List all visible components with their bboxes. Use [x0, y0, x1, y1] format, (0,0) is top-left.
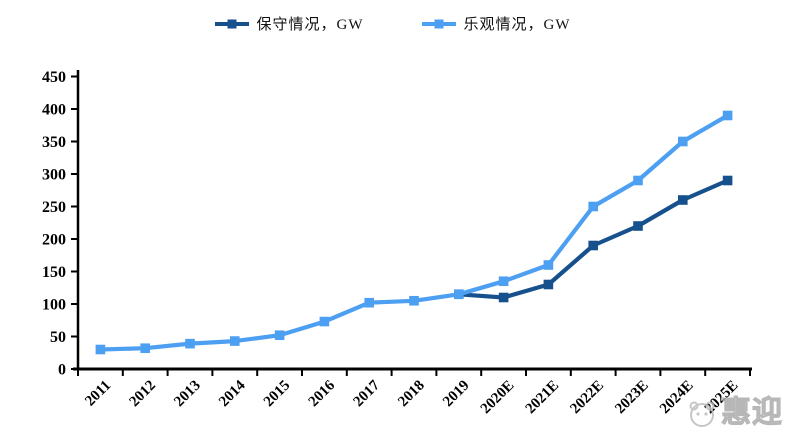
data-point-marker — [722, 110, 733, 121]
legend-label-optimistic: 乐观情况，GW — [463, 17, 571, 33]
data-point-marker — [230, 336, 240, 346]
data-point-marker — [633, 221, 643, 231]
optimistic-series-line — [98, 113, 730, 352]
x-tick-label: 2011 — [82, 378, 114, 410]
data-point-marker — [185, 338, 195, 349]
x-tick-label: 2019 — [440, 378, 473, 411]
data-point-marker — [140, 343, 150, 353]
y-tick-label: 350 — [42, 134, 66, 151]
data-point-marker — [454, 289, 464, 300]
x-tick-label: 2018 — [395, 378, 428, 411]
conservative-series-swatch-icon — [214, 19, 249, 28]
data-point-marker — [319, 316, 330, 327]
x-tick-label: 2017 — [351, 377, 384, 410]
y-tick-label: 400 — [42, 102, 66, 119]
data-point-marker — [588, 240, 598, 251]
data-point-marker — [409, 295, 419, 306]
data-point-marker — [678, 136, 688, 147]
data-point-marker — [274, 330, 285, 340]
legend-item-conservative: 保守情况，GW — [214, 13, 364, 34]
data-point-marker — [678, 195, 688, 205]
y-tick-label: 150 — [42, 264, 66, 281]
data-point-marker — [364, 297, 374, 308]
legend-item-optimistic: 乐观情况，GW — [421, 13, 571, 34]
data-point-marker — [722, 175, 733, 186]
data-point-marker — [498, 292, 509, 303]
x-tick-label: 2023E — [612, 378, 652, 418]
data-point-marker — [543, 279, 554, 290]
x-tick-label: 2021E — [523, 378, 563, 418]
data-point-marker — [633, 175, 643, 186]
x-tick-label: 2012 — [127, 378, 160, 411]
y-tick-label: 0 — [58, 362, 66, 379]
y-tick-label: 200 — [42, 232, 66, 249]
y-tick-label: 100 — [42, 297, 66, 314]
x-tick-label: 2014 — [216, 377, 249, 410]
x-tick-label: 2013 — [171, 378, 204, 411]
x-tick-label: 2015 — [261, 378, 294, 411]
legend-label-conservative: 保守情况，GW — [256, 17, 364, 33]
x-tick-label: 2022E — [567, 378, 607, 418]
y-tick-label: 300 — [42, 167, 66, 184]
data-point-marker — [498, 276, 509, 287]
chart-legend: 保守情况，GW 乐观情况，GW — [0, 13, 785, 34]
x-tick-label: 2020E — [478, 378, 518, 418]
data-point-marker — [95, 344, 106, 355]
data-point-marker — [543, 260, 554, 270]
x-tick-label: 2016 — [306, 377, 339, 410]
y-tick-label: 250 — [42, 199, 66, 216]
data-point-marker — [588, 201, 598, 212]
y-tick-label: 50 — [50, 329, 66, 346]
y-tick-label: 450 — [42, 69, 66, 86]
optimistic-series-swatch-icon — [421, 19, 456, 28]
x-tick-label: 2024E — [657, 378, 697, 418]
x-tick-label: 2025E — [702, 378, 742, 418]
